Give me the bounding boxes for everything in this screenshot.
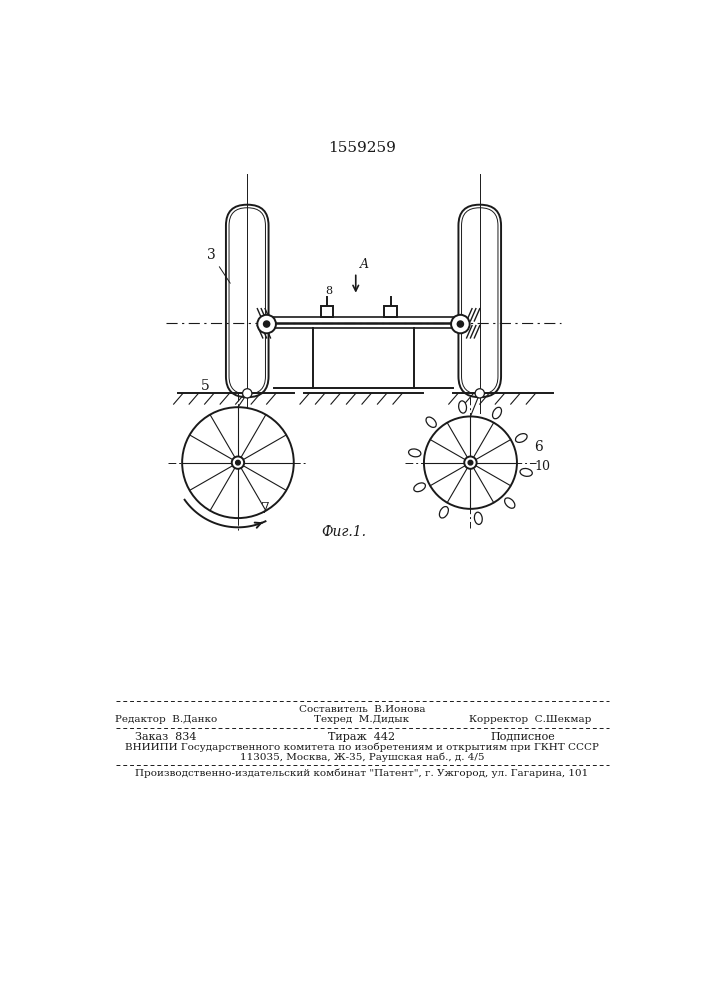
Text: Тираж  442: Тираж 442 xyxy=(328,732,395,742)
Circle shape xyxy=(475,389,484,398)
Ellipse shape xyxy=(426,417,436,427)
Text: A: A xyxy=(360,258,368,271)
Text: Корректор  С.Шекмар: Корректор С.Шекмар xyxy=(469,715,591,724)
Ellipse shape xyxy=(439,507,448,518)
Ellipse shape xyxy=(414,483,426,492)
Text: Фиг.1.: Фиг.1. xyxy=(322,525,367,539)
Text: 1559259: 1559259 xyxy=(328,141,396,155)
Bar xyxy=(385,306,397,317)
Ellipse shape xyxy=(515,434,527,442)
FancyBboxPatch shape xyxy=(226,205,269,397)
Text: 3: 3 xyxy=(207,248,230,283)
Circle shape xyxy=(257,315,276,333)
Ellipse shape xyxy=(459,401,467,413)
Text: Техред  М.Дидык: Техред М.Дидык xyxy=(315,715,409,724)
Circle shape xyxy=(451,315,469,333)
Text: 7: 7 xyxy=(261,502,270,516)
Ellipse shape xyxy=(520,468,532,476)
Text: 5: 5 xyxy=(201,378,209,392)
Text: Производственно-издательский комбинат "Патент", г. Ужгород, ул. Гагарина, 101: Производственно-издательский комбинат "П… xyxy=(135,769,588,778)
Ellipse shape xyxy=(474,512,482,524)
FancyBboxPatch shape xyxy=(458,205,501,397)
Circle shape xyxy=(457,321,464,327)
Circle shape xyxy=(182,407,293,518)
Text: Составитель  В.Ионова: Составитель В.Ионова xyxy=(298,705,425,714)
Text: Редактор  В.Данко: Редактор В.Данко xyxy=(115,715,217,724)
Circle shape xyxy=(235,460,240,465)
Ellipse shape xyxy=(493,407,501,419)
Ellipse shape xyxy=(505,498,515,508)
Text: 113035, Москва, Ж-35, Раушская наб., д. 4/5: 113035, Москва, Ж-35, Раушская наб., д. … xyxy=(240,752,484,762)
Text: Заказ  834: Заказ 834 xyxy=(135,732,197,742)
Text: 8: 8 xyxy=(325,286,332,296)
Circle shape xyxy=(264,321,270,327)
Ellipse shape xyxy=(409,449,421,457)
Circle shape xyxy=(464,456,477,469)
Circle shape xyxy=(424,416,517,509)
Circle shape xyxy=(468,460,473,465)
Text: ВНИИПИ Государственного комитета по изобретениям и открытиям при ГКНТ СССР: ВНИИПИ Государственного комитета по изоб… xyxy=(125,743,599,752)
Text: Подписное: Подписное xyxy=(490,732,555,742)
Text: 10: 10 xyxy=(534,460,550,473)
Bar xyxy=(321,306,333,317)
Circle shape xyxy=(232,456,244,469)
Text: 6: 6 xyxy=(534,440,543,454)
Circle shape xyxy=(243,389,252,398)
